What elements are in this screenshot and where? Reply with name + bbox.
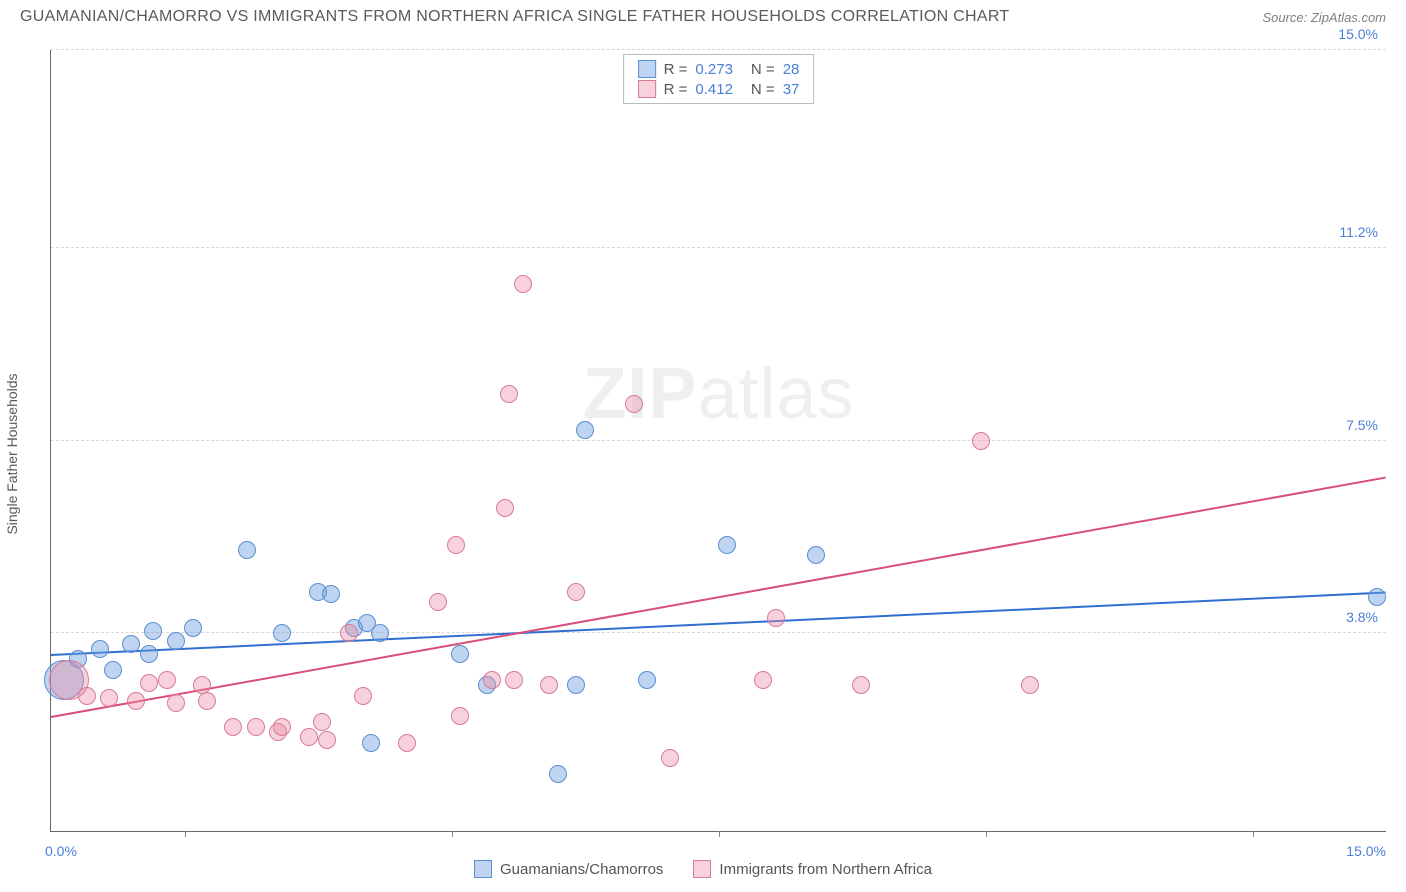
stats-legend: R = 0.273 N = 28 R = 0.412 N = 37 — [623, 54, 815, 104]
stat-r-label: R = — [664, 81, 688, 98]
data-point — [638, 671, 656, 689]
stat-n-value: 37 — [783, 81, 800, 98]
data-point — [625, 395, 643, 413]
data-point — [483, 671, 501, 689]
plot-area: ZIPatlas R = 0.273N = 28R = 0.412N = 37 … — [50, 50, 1386, 832]
y-tick-label: 11.2% — [1339, 224, 1378, 240]
legend-label: Guamanians/Chamorros — [500, 861, 663, 878]
watermark: ZIPatlas — [582, 353, 854, 435]
y-tick-label: 7.5% — [1346, 417, 1378, 433]
data-point — [167, 694, 185, 712]
data-point — [140, 674, 158, 692]
chart-title: GUAMANIAN/CHAMORRO VS IMMIGRANTS FROM NO… — [20, 8, 1010, 26]
data-point — [549, 765, 567, 783]
data-point — [184, 619, 202, 637]
data-point — [447, 536, 465, 554]
stat-n-value: 28 — [783, 61, 800, 78]
legend-item-northern-africa: Immigrants from Northern Africa — [693, 860, 932, 878]
x-tick — [1253, 831, 1254, 837]
data-point — [972, 432, 990, 450]
data-point — [140, 645, 158, 663]
data-point — [340, 624, 358, 642]
swatch-icon — [638, 80, 656, 98]
data-point — [158, 671, 176, 689]
x-tick — [719, 831, 720, 837]
legend-item-guamanians: Guamanians/Chamorros — [474, 860, 663, 878]
data-point — [429, 593, 447, 611]
data-point — [167, 632, 185, 650]
data-point — [224, 718, 242, 736]
data-point — [273, 718, 291, 736]
data-point — [514, 275, 532, 293]
trend-line-northern-africa — [51, 477, 1386, 718]
data-point — [300, 728, 318, 746]
gridline — [51, 440, 1386, 441]
bottom-legend: Guamanians/Chamorros Immigrants from Nort… — [474, 860, 932, 878]
data-point — [576, 421, 594, 439]
swatch-icon — [638, 60, 656, 78]
x-tick — [452, 831, 453, 837]
data-point — [144, 622, 162, 640]
data-point — [496, 499, 514, 517]
data-point — [273, 624, 291, 642]
watermark-light: atlas — [697, 354, 854, 434]
data-point — [567, 583, 585, 601]
y-axis-label: Single Father Households — [4, 373, 20, 534]
data-point — [807, 546, 825, 564]
swatch-icon — [474, 860, 492, 878]
data-point — [313, 713, 331, 731]
stats-row-guamanians: R = 0.273 N = 28 — [638, 59, 800, 79]
stat-r-value: 0.412 — [695, 81, 733, 98]
gridline — [51, 632, 1386, 633]
data-point — [767, 609, 785, 627]
y-tick-label: 15.0% — [1338, 26, 1378, 42]
data-point — [567, 676, 585, 694]
x-axis-label: 15.0% — [1346, 843, 1386, 859]
data-point — [100, 689, 118, 707]
data-point — [398, 734, 416, 752]
data-point — [198, 692, 216, 710]
data-point — [104, 661, 122, 679]
data-point — [362, 734, 380, 752]
source-label: Source: ZipAtlas.com — [1262, 10, 1386, 25]
watermark-bold: ZIP — [582, 354, 697, 434]
data-point — [1021, 676, 1039, 694]
stat-n-label: N = — [751, 81, 775, 98]
data-point — [661, 749, 679, 767]
data-point — [78, 687, 96, 705]
y-tick-label: 3.8% — [1346, 609, 1378, 625]
stat-r-value: 0.273 — [695, 61, 733, 78]
stat-r-label: R = — [664, 61, 688, 78]
data-point — [318, 731, 336, 749]
x-tick — [185, 831, 186, 837]
data-point — [505, 671, 523, 689]
data-point — [238, 541, 256, 559]
x-tick — [986, 831, 987, 837]
stats-row-northern-africa: R = 0.412 N = 37 — [638, 79, 800, 99]
data-point — [540, 676, 558, 694]
data-point — [451, 707, 469, 725]
trend-line-guamanians — [51, 591, 1386, 655]
data-point — [122, 635, 140, 653]
data-point — [127, 692, 145, 710]
data-point — [500, 385, 518, 403]
plot-wrap: ZIPatlas R = 0.273N = 28R = 0.412N = 37 … — [50, 50, 1386, 832]
x-axis-label: 0.0% — [45, 843, 77, 859]
gridline — [51, 49, 1386, 50]
data-point — [247, 718, 265, 736]
data-point — [718, 536, 736, 554]
stat-n-label: N = — [751, 61, 775, 78]
data-point — [371, 624, 389, 642]
legend-label: Immigrants from Northern Africa — [719, 861, 932, 878]
data-point — [1368, 588, 1386, 606]
data-point — [354, 687, 372, 705]
data-point — [322, 585, 340, 603]
data-point — [91, 640, 109, 658]
gridline — [51, 247, 1386, 248]
swatch-icon — [693, 860, 711, 878]
data-point — [852, 676, 870, 694]
data-point — [451, 645, 469, 663]
data-point — [754, 671, 772, 689]
